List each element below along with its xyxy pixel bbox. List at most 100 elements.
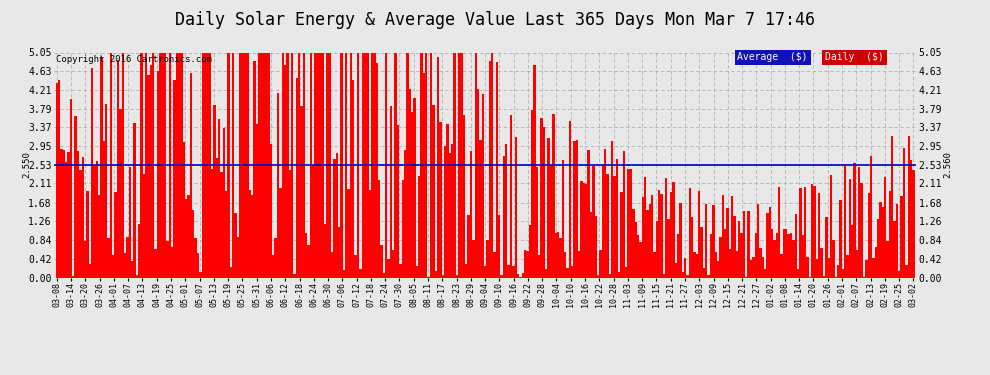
- Bar: [356, 53, 359, 278]
- Bar: [159, 53, 161, 278]
- Bar: [168, 53, 171, 278]
- Bar: [874, 247, 877, 278]
- Bar: [129, 167, 131, 278]
- Bar: [319, 53, 322, 278]
- Bar: [867, 192, 870, 278]
- Bar: [149, 65, 152, 278]
- Bar: [729, 249, 731, 278]
- Bar: [371, 53, 373, 278]
- Bar: [481, 94, 484, 278]
- Bar: [749, 260, 752, 278]
- Bar: [674, 263, 677, 278]
- Bar: [255, 124, 258, 278]
- Bar: [479, 140, 481, 278]
- Bar: [611, 141, 614, 278]
- Bar: [269, 144, 272, 278]
- Bar: [590, 212, 592, 278]
- Bar: [161, 53, 164, 278]
- Bar: [312, 165, 315, 278]
- Bar: [79, 171, 81, 278]
- Bar: [773, 240, 776, 278]
- Bar: [296, 78, 298, 278]
- Bar: [851, 225, 853, 278]
- Bar: [414, 98, 416, 278]
- Bar: [681, 272, 684, 278]
- Bar: [418, 176, 421, 278]
- Bar: [354, 255, 356, 278]
- Bar: [790, 232, 792, 278]
- Bar: [727, 208, 729, 278]
- Bar: [185, 200, 187, 278]
- Bar: [206, 53, 209, 278]
- Bar: [889, 191, 891, 278]
- Bar: [228, 53, 230, 278]
- Bar: [703, 268, 705, 278]
- Bar: [517, 274, 519, 278]
- Bar: [124, 253, 127, 278]
- Bar: [717, 261, 720, 278]
- Bar: [392, 251, 394, 278]
- Bar: [766, 213, 768, 278]
- Bar: [585, 183, 587, 278]
- Bar: [171, 248, 173, 278]
- Bar: [712, 205, 715, 278]
- Bar: [310, 53, 312, 278]
- Bar: [72, 276, 74, 278]
- Bar: [828, 258, 830, 278]
- Bar: [597, 275, 599, 278]
- Bar: [267, 53, 269, 278]
- Bar: [583, 183, 585, 278]
- Bar: [327, 53, 329, 278]
- Bar: [352, 80, 354, 278]
- Bar: [291, 53, 293, 278]
- Bar: [522, 273, 524, 278]
- Bar: [747, 211, 749, 278]
- Bar: [346, 53, 347, 278]
- Bar: [816, 259, 818, 278]
- Bar: [633, 209, 635, 278]
- Bar: [764, 269, 766, 278]
- Bar: [65, 162, 67, 278]
- Bar: [571, 266, 573, 278]
- Bar: [474, 53, 477, 278]
- Bar: [402, 180, 404, 278]
- Bar: [858, 166, 860, 278]
- Bar: [105, 104, 107, 278]
- Bar: [375, 63, 378, 278]
- Bar: [199, 272, 202, 278]
- Bar: [341, 53, 343, 278]
- Bar: [190, 73, 192, 278]
- Bar: [818, 194, 821, 278]
- Bar: [701, 227, 703, 278]
- Bar: [183, 142, 185, 278]
- Bar: [242, 53, 244, 278]
- Bar: [559, 238, 561, 278]
- Bar: [599, 250, 602, 278]
- Bar: [448, 153, 451, 278]
- Bar: [399, 264, 402, 278]
- Bar: [655, 221, 658, 278]
- Bar: [799, 188, 802, 278]
- Bar: [863, 277, 865, 278]
- Bar: [884, 177, 886, 278]
- Bar: [378, 180, 380, 278]
- Bar: [689, 188, 691, 278]
- Bar: [416, 266, 418, 278]
- Bar: [152, 53, 154, 278]
- Bar: [164, 53, 166, 278]
- Bar: [804, 187, 806, 278]
- Bar: [237, 237, 240, 278]
- Bar: [795, 214, 797, 278]
- Bar: [115, 192, 117, 278]
- Bar: [180, 53, 183, 278]
- Bar: [785, 229, 787, 278]
- Bar: [825, 217, 828, 278]
- Bar: [119, 110, 122, 278]
- Bar: [628, 169, 630, 278]
- Bar: [731, 196, 734, 278]
- Bar: [175, 53, 178, 278]
- Bar: [62, 150, 65, 278]
- Bar: [625, 267, 628, 278]
- Bar: [705, 204, 708, 278]
- Bar: [708, 275, 710, 278]
